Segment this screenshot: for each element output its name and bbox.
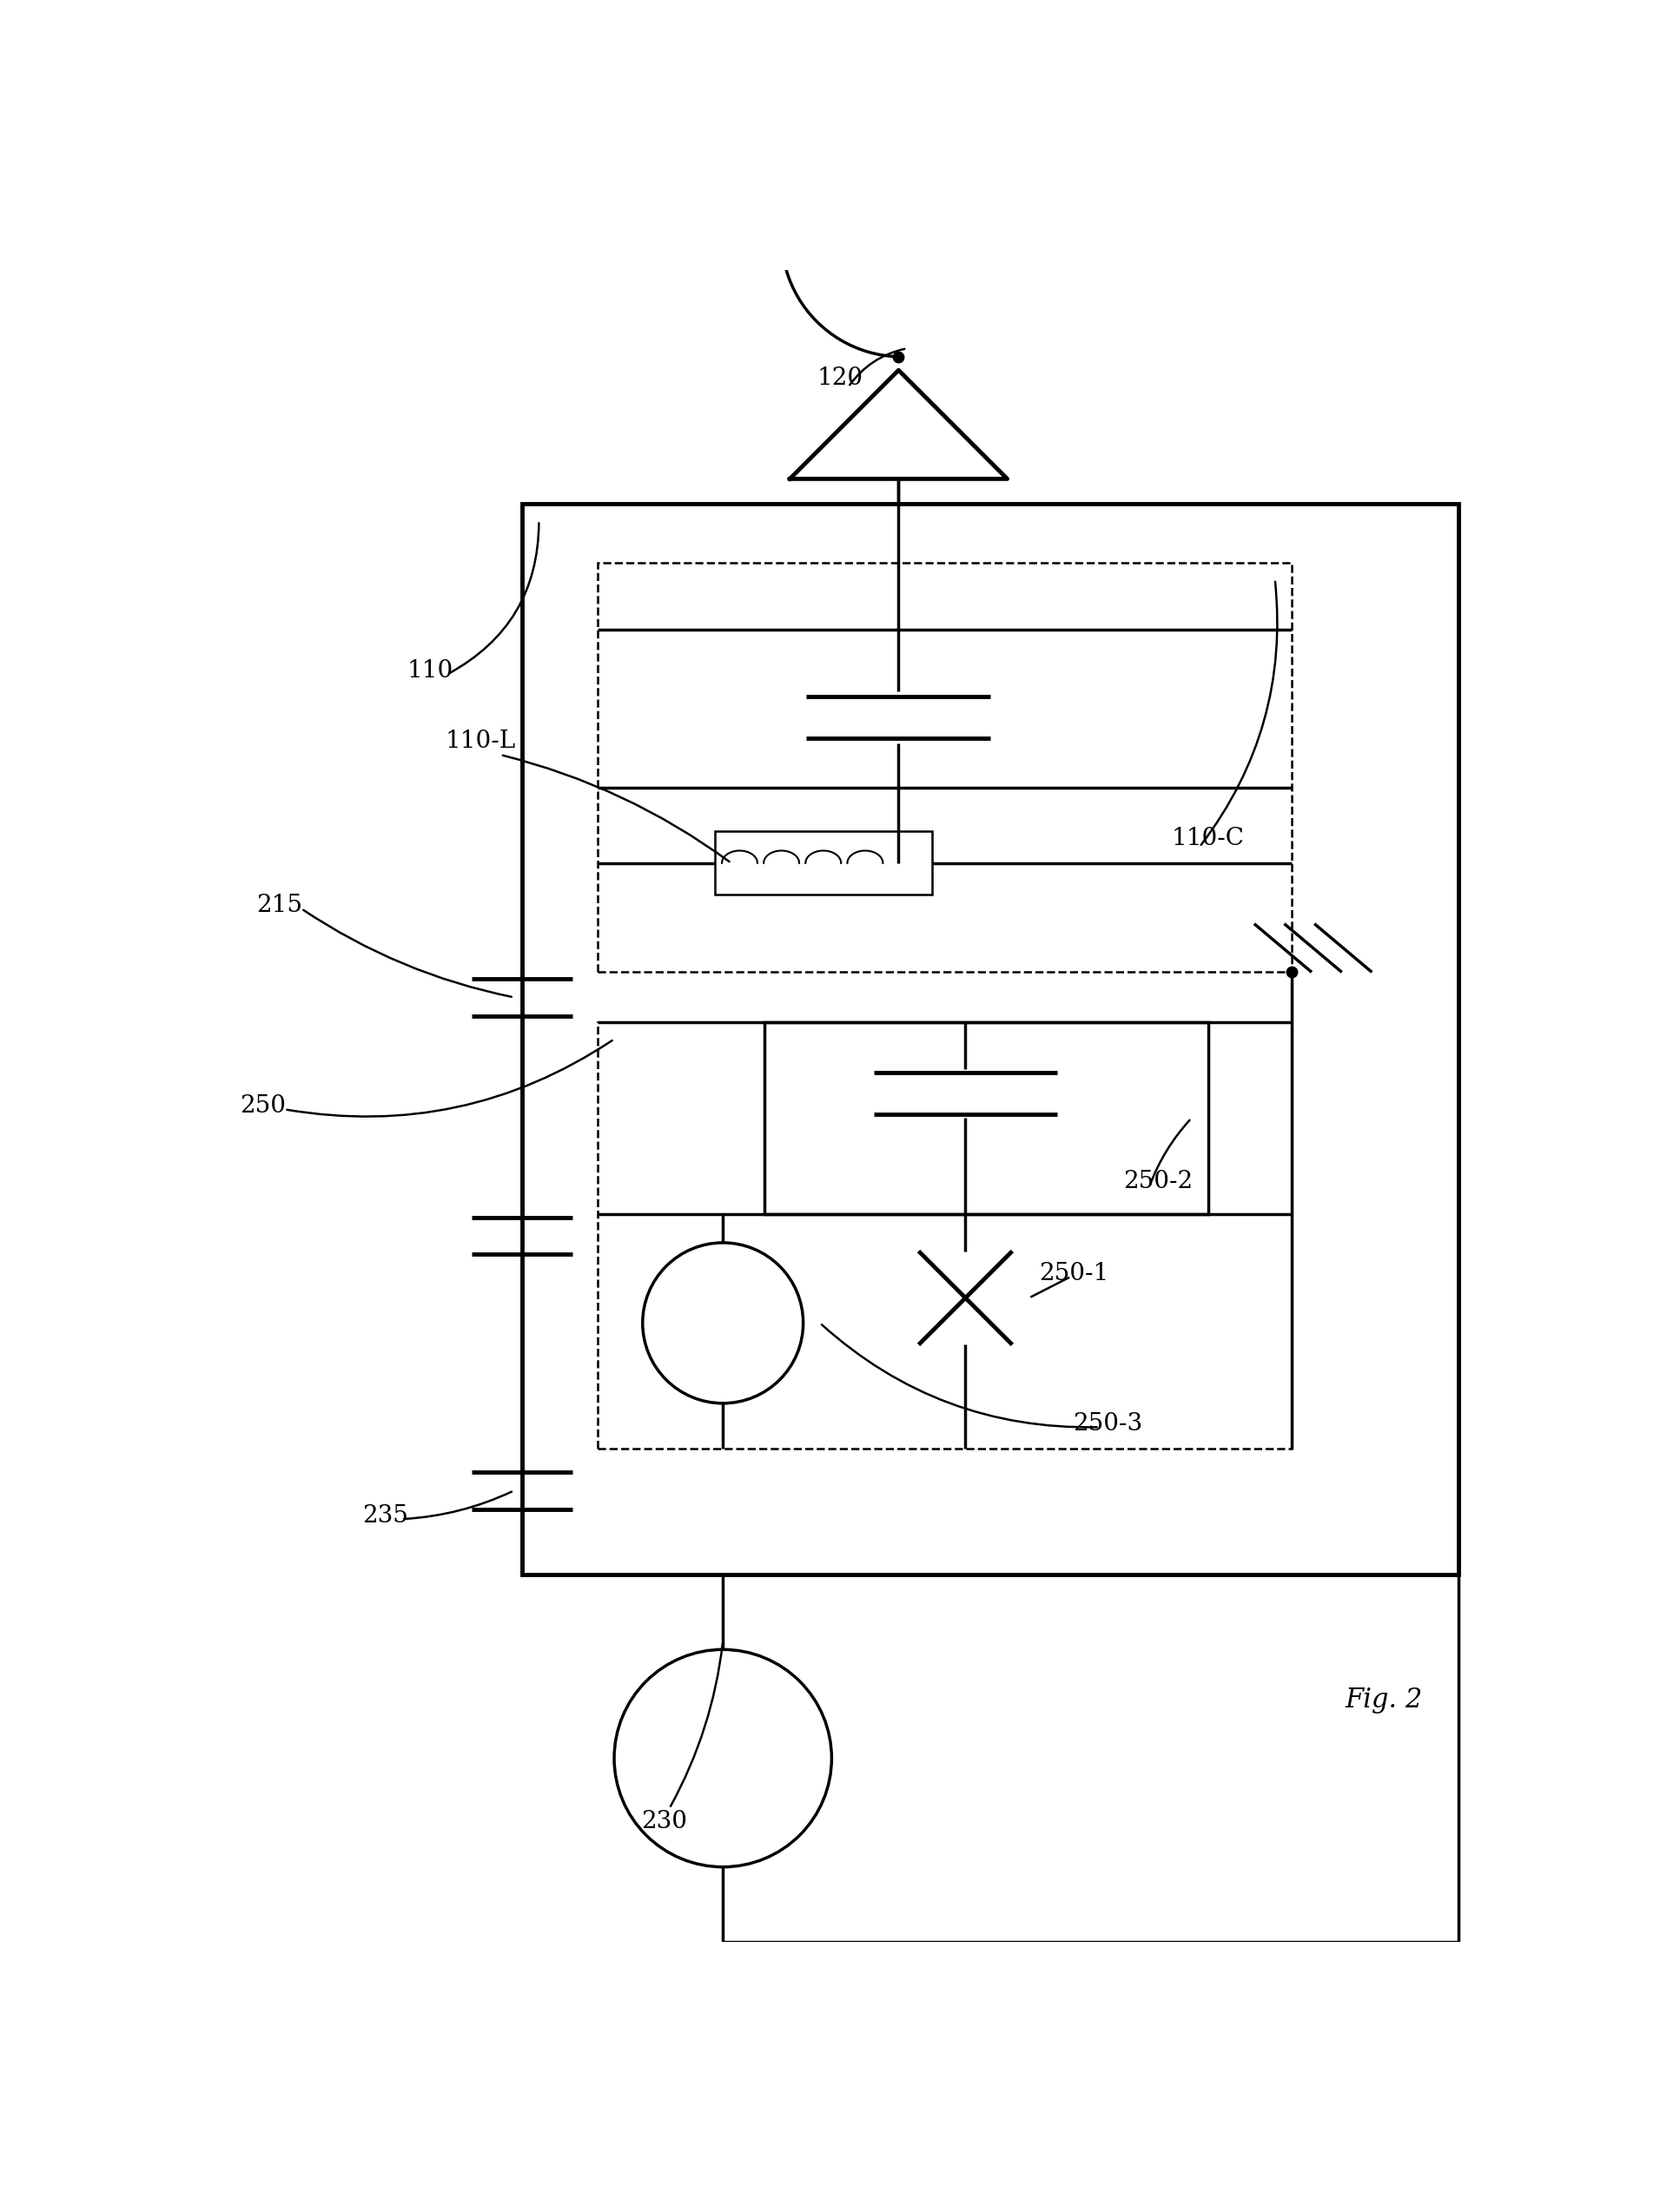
Text: 230: 230 [642, 1809, 687, 1834]
Bar [522, 504, 1458, 1575]
Bar [598, 1022, 1292, 1449]
Text: 110: 110 [407, 659, 454, 684]
Text: 250: 250 [240, 1095, 286, 1117]
Text: 110-C: 110-C [1171, 827, 1245, 849]
Text: 250-3: 250-3 [1074, 1411, 1142, 1436]
Text: 250-2: 250-2 [1122, 1170, 1193, 1192]
Text: 250-1: 250-1 [1040, 1261, 1109, 1285]
Text: Fig. 2: Fig. 2 [1346, 1686, 1423, 1712]
Bar [764, 1022, 1208, 1214]
Text: 110-L: 110-L [445, 730, 516, 752]
Text: 215: 215 [257, 894, 302, 918]
Text: 120: 120 [816, 367, 864, 389]
Bar [598, 562, 1292, 973]
Bar [714, 832, 932, 896]
Text: 235: 235 [363, 1504, 408, 1528]
